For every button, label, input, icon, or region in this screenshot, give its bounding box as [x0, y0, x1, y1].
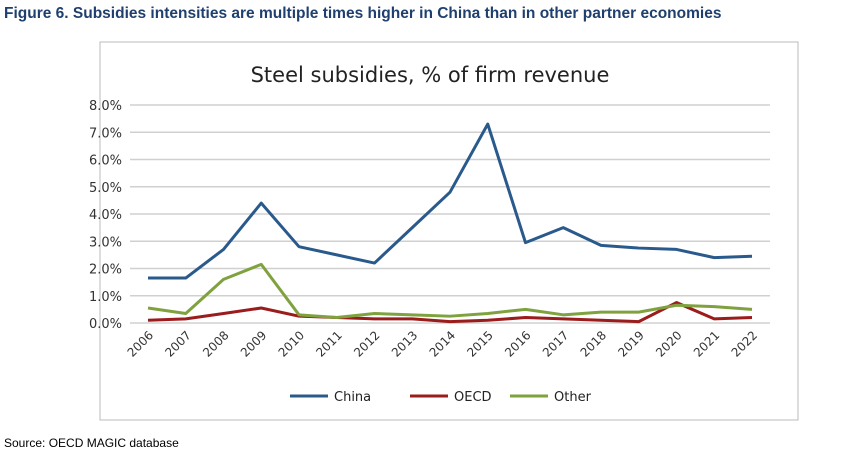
y-tick-label: 1.0% — [89, 290, 122, 305]
series-line-oecd — [147, 301, 753, 324]
y-tick-label: 0.0% — [89, 317, 122, 332]
series-line-other — [147, 262, 753, 320]
legend-label: Other — [554, 390, 592, 405]
y-tick-label: 2.0% — [89, 263, 122, 278]
y-tick-label: 8.0% — [89, 99, 122, 114]
figure-title: Figure 6. Subsidies intensities are mult… — [4, 5, 722, 22]
y-tick-label: 7.0% — [89, 126, 122, 141]
legend-label: OECD — [454, 390, 492, 405]
y-tick-label: 6.0% — [89, 154, 122, 169]
legend-label: China — [334, 390, 371, 405]
y-tick-label: 5.0% — [89, 181, 122, 196]
chart-frame — [99, 41, 799, 421]
source-note: Source: OECD MAGIC database — [4, 436, 179, 450]
y-tick-label: 4.0% — [89, 208, 122, 223]
chart-title: Steel subsidies, % of firm revenue — [251, 63, 610, 87]
y-tick-label: 3.0% — [89, 235, 122, 250]
series-line-china — [148, 122, 753, 280]
